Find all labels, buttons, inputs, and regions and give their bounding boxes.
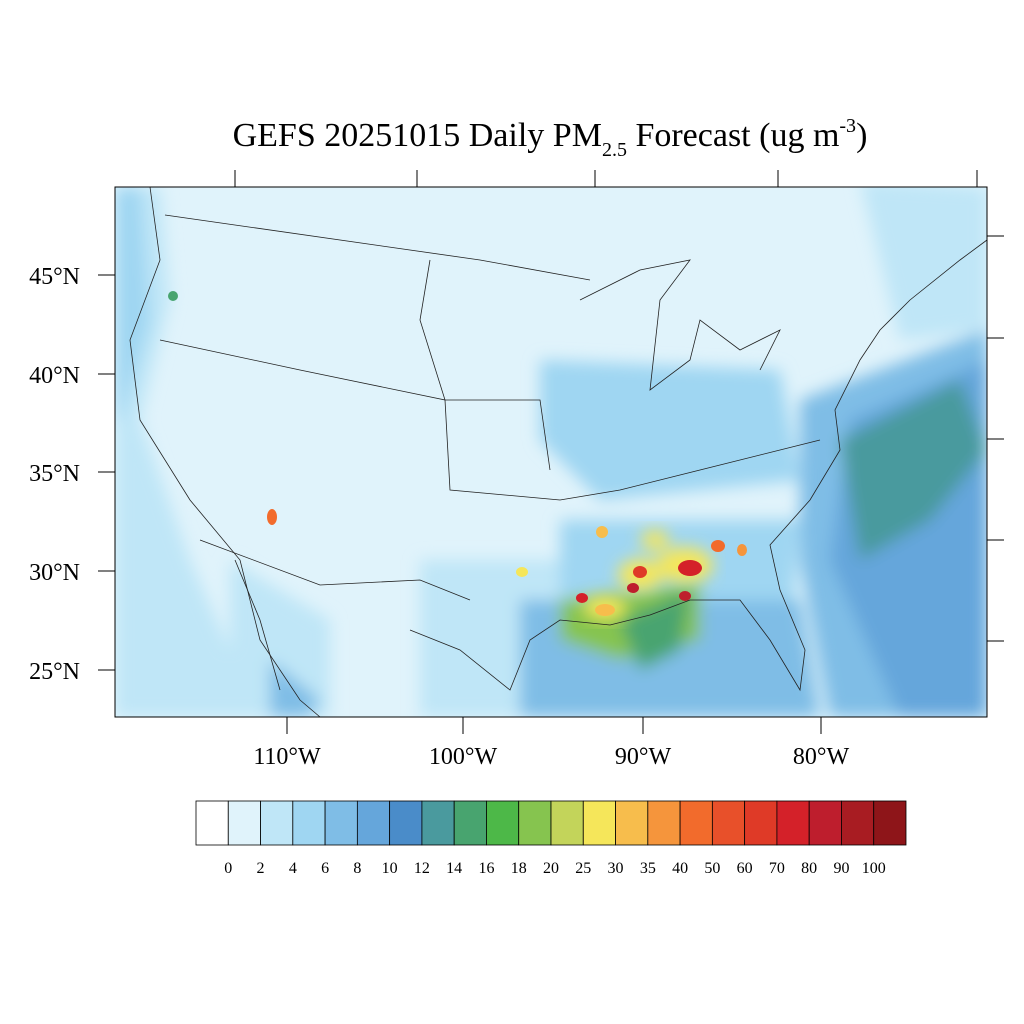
colorbar-box bbox=[518, 800, 552, 846]
title-sup: -3 bbox=[839, 115, 856, 137]
lon-label: 90°W bbox=[615, 744, 672, 770]
colorbar-label: 90 bbox=[833, 860, 849, 877]
colorbar-label: 18 bbox=[511, 860, 527, 877]
lat-label: 35°N bbox=[29, 461, 80, 487]
colorbar-box bbox=[550, 800, 584, 846]
colorbar-box bbox=[324, 800, 358, 846]
colorbar-label: 10 bbox=[382, 860, 398, 877]
colorbar-label: 2 bbox=[257, 860, 265, 877]
lat-label: 40°N bbox=[29, 363, 80, 389]
title: GEFS 20251015 Daily PM2.5 Forecast (ug m… bbox=[233, 115, 868, 161]
title-main: GEFS 20251015 Daily PM bbox=[233, 117, 602, 154]
frame-ticks bbox=[98, 170, 1004, 734]
colorbar-label: 14 bbox=[446, 860, 462, 877]
colorbar-label: 70 bbox=[769, 860, 785, 877]
colorbar-label: 60 bbox=[737, 860, 753, 877]
title-mid: Forecast (ug m bbox=[627, 117, 839, 154]
colorbar-box bbox=[421, 800, 455, 846]
colorbar-label: 100 bbox=[862, 860, 886, 877]
colorbar-box bbox=[711, 800, 746, 846]
title-sub: 2.5 bbox=[602, 139, 627, 161]
lat-label: 30°N bbox=[29, 560, 80, 586]
colorbar-box bbox=[744, 800, 778, 846]
colorbar-box bbox=[260, 800, 294, 846]
colorbar-box bbox=[453, 800, 487, 846]
colorbar-box bbox=[356, 800, 391, 846]
colorbar-box bbox=[808, 800, 842, 846]
colorbar-box bbox=[292, 800, 326, 846]
colorbar-box bbox=[841, 800, 875, 846]
coastlines bbox=[129, 186, 988, 718]
colorbar-box bbox=[873, 800, 907, 846]
colorbar-label: 30 bbox=[608, 860, 624, 877]
map-field bbox=[115, 187, 987, 717]
colorbar-label: 6 bbox=[321, 860, 329, 877]
lon-label: 80°W bbox=[793, 744, 850, 770]
lat-label: 25°N bbox=[29, 659, 80, 685]
colorbar-box bbox=[582, 800, 616, 846]
colorbar-box bbox=[647, 800, 681, 846]
colorbar-label: 35 bbox=[640, 860, 656, 877]
colorbar-box bbox=[776, 800, 810, 846]
colorbar-label: 16 bbox=[478, 860, 494, 877]
lat-label: 45°N bbox=[29, 264, 80, 290]
colorbar-label: 40 bbox=[672, 860, 688, 877]
colorbar-label: 20 bbox=[543, 860, 559, 877]
colorbar-label: 0 bbox=[224, 860, 232, 877]
colorbar-label: 80 bbox=[801, 860, 817, 877]
colorbar-box bbox=[195, 800, 229, 846]
colorbar-box bbox=[389, 800, 423, 846]
colorbar-label: 12 bbox=[414, 860, 430, 877]
colorbar-label: 50 bbox=[704, 860, 720, 877]
colorbar-label: 25 bbox=[575, 860, 591, 877]
colorbar-box bbox=[679, 800, 713, 846]
colorbar-box bbox=[615, 800, 649, 846]
colorbar-label: 4 bbox=[289, 860, 297, 877]
title-end: ) bbox=[856, 117, 867, 154]
lon-label: 110°W bbox=[253, 744, 321, 770]
map-frame bbox=[114, 186, 988, 718]
colorbar-label: 8 bbox=[353, 860, 361, 877]
colorbar-box bbox=[486, 800, 520, 846]
lon-label: 100°W bbox=[429, 744, 498, 770]
colorbar-box bbox=[227, 800, 261, 846]
